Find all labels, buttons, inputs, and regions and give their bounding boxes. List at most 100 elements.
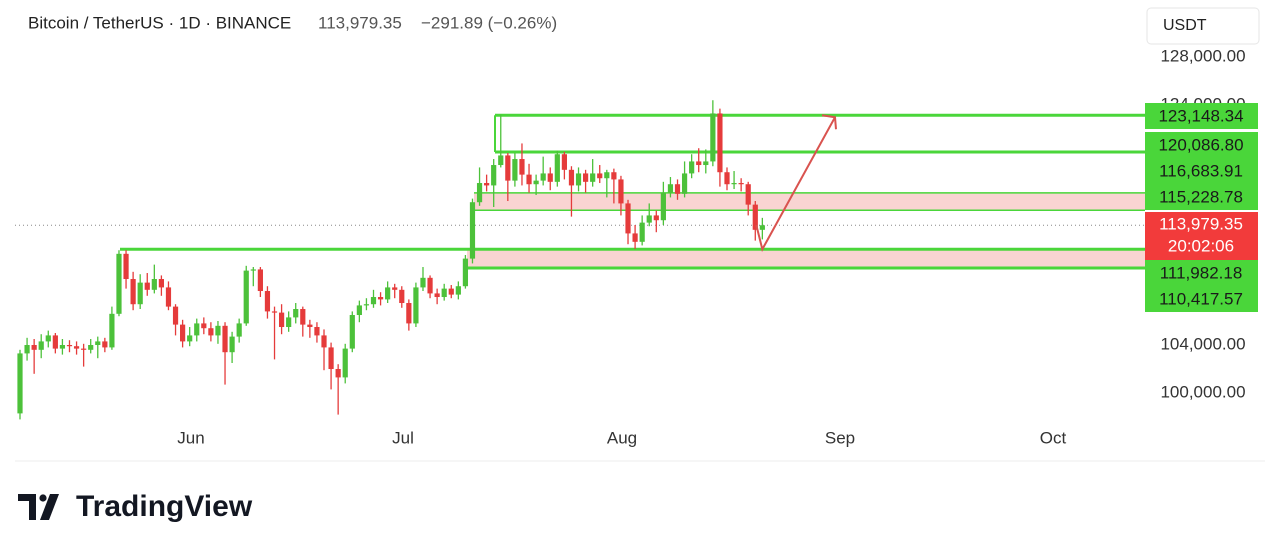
candle-body (236, 323, 242, 337)
level-label: 123,148.34 (1158, 106, 1243, 125)
candle-body (646, 215, 652, 223)
candle-body (356, 305, 362, 316)
candle-body (229, 336, 235, 353)
level-label: 115,228.78 (1159, 187, 1243, 206)
candle-body (335, 369, 341, 378)
candle-body (158, 279, 164, 288)
candle-body (264, 291, 271, 312)
candle-body (257, 269, 263, 292)
candle-body (137, 282, 143, 305)
projection-arrow (755, 116, 836, 252)
y-tick-label: 100,000.00 (1160, 382, 1245, 401)
candle-body (300, 309, 306, 325)
candle-body (349, 315, 355, 349)
y-tick-label: 104,000.00 (1160, 334, 1245, 353)
level-label: 110,417.57 (1159, 289, 1243, 308)
last-price-label: 113,979.35 (1159, 214, 1243, 233)
candle-body (660, 192, 666, 221)
currency[interactable]: USDT (1163, 17, 1207, 34)
candle-body (745, 184, 751, 205)
candle-body (222, 325, 228, 353)
candle-body (399, 289, 405, 304)
candle-body (512, 159, 518, 181)
candle-body (377, 297, 384, 300)
brand-logo: TradingView (18, 490, 253, 523)
candle-body (130, 279, 136, 305)
candle-body (123, 253, 129, 280)
candle-body (45, 335, 51, 342)
candle-body (583, 173, 589, 182)
candle-body (759, 225, 765, 230)
candle-body (689, 161, 695, 174)
level-label-box (1145, 260, 1258, 286)
candle-body (370, 297, 377, 305)
candle-body (413, 287, 419, 324)
x-tick-label: Jun (177, 428, 204, 447)
symbol-title: Bitcoin / TetherUS · 1D · BINANCE (28, 13, 291, 32)
candle-body (328, 347, 334, 370)
candle-body (625, 203, 631, 234)
price-zone (467, 249, 1145, 269)
candle-body (342, 348, 348, 378)
candle-body (307, 324, 313, 328)
candle-body (144, 282, 150, 290)
candle-body (286, 317, 292, 328)
candle-body (476, 183, 483, 203)
candle-body (469, 202, 476, 259)
candle-body (73, 346, 80, 349)
logo-mark (18, 494, 36, 520)
candle-body (172, 306, 179, 325)
level-label: 116,683.91 (1159, 161, 1243, 180)
candle-body (109, 313, 115, 348)
candle-body (604, 172, 610, 179)
candle-body (632, 233, 638, 242)
candle-body (420, 277, 426, 288)
level-label-box (1145, 103, 1258, 129)
candle-body (434, 293, 440, 298)
candle-body (215, 325, 221, 336)
countdown: 20:02:06 (1168, 236, 1234, 255)
candle-body (321, 335, 327, 348)
x-tick-label: Sep (825, 428, 855, 447)
logo-mark (39, 494, 47, 502)
currency-box[interactable] (1146, 7, 1260, 45)
candle-body (52, 335, 58, 349)
candle-body (243, 270, 249, 324)
candle-body (88, 345, 94, 350)
price-zone (474, 192, 1145, 211)
candle-body (526, 174, 532, 185)
candle-body (151, 279, 157, 290)
candle-body (568, 169, 575, 186)
candle-body (618, 179, 624, 204)
candle-body (314, 327, 320, 336)
candle-body (519, 159, 525, 175)
candle-body (427, 277, 433, 294)
level-label-box (1145, 158, 1258, 184)
x-tick-label: Oct (1040, 428, 1067, 447)
candle-body (201, 323, 207, 329)
candle-body (293, 309, 299, 318)
candle-body (187, 335, 193, 342)
candle-body (653, 215, 659, 221)
candle-body (462, 258, 469, 287)
candle-body (547, 173, 553, 182)
candle-body (24, 345, 30, 354)
x-tick-label: Aug (607, 428, 637, 447)
candle-body (250, 269, 256, 271)
candle-body (703, 161, 709, 166)
candle-body (448, 288, 454, 295)
candle-body (717, 113, 723, 173)
candle-body (491, 165, 497, 186)
level-label: 111,982.18 (1160, 263, 1243, 282)
candle-body (681, 173, 688, 194)
candle-body (180, 324, 186, 342)
candle-body (392, 287, 398, 290)
candle-body (208, 328, 214, 336)
last-price-box (1145, 212, 1258, 260)
candle-body (674, 184, 681, 194)
candle-body (540, 173, 546, 181)
candle-body (752, 204, 758, 230)
candle-body (696, 161, 702, 166)
